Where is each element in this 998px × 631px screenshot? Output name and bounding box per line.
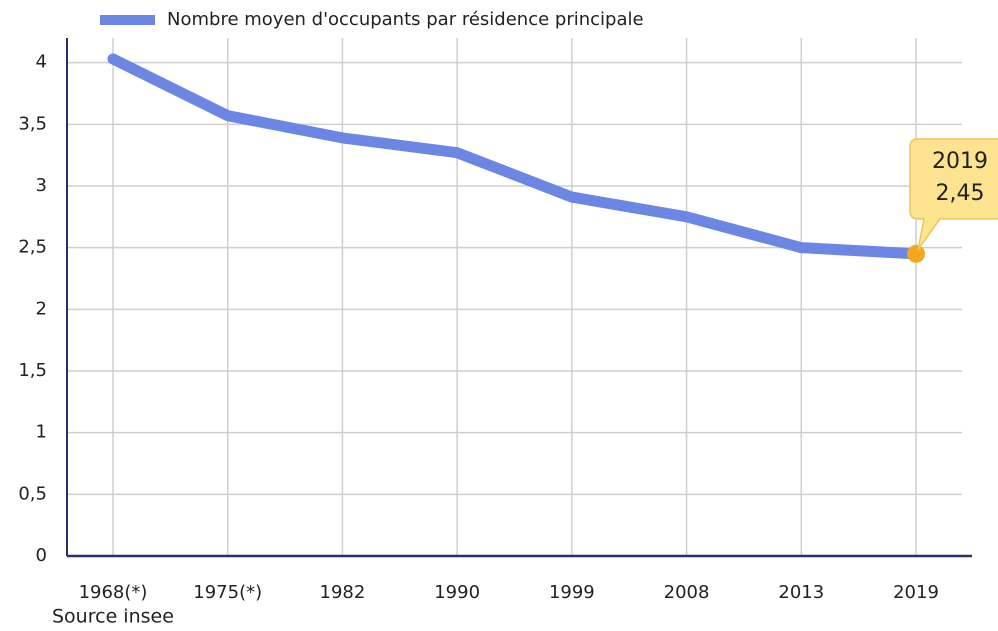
tooltip [909,138,998,251]
y-tick-label: 2 [36,298,47,319]
y-tick-label: 1,5 [18,360,47,381]
x-tick-label: 1975(*) [193,582,262,603]
x-tick-label: 1982 [320,582,366,603]
y-tick-label: 2,5 [18,237,47,258]
x-tick-label: 2019 [893,582,939,603]
source: Source insee [52,606,174,628]
x-tick-label: 1968(*) [79,582,148,603]
tooltip-value: 2,45 [936,181,985,206]
x-tick-label: 1990 [434,582,480,603]
legend-swatch [100,15,155,25]
x-tick-label: 2013 [778,582,824,603]
tooltip-category: 2019 [932,149,988,174]
legend-label: Nombre moyen d'occupants par résidence p… [167,9,644,30]
x-tick-label: 1999 [549,582,595,603]
y-tick-label: 0,5 [18,483,47,504]
y-tick-label: 3 [36,175,47,196]
y-tick-label: 0 [36,545,47,566]
y-tick-label: 3,5 [18,113,47,134]
y-tick-label: 4 [36,52,47,73]
y-tick-label: 1 [36,422,47,443]
x-tick-label: 2008 [664,582,710,603]
data-line [107,53,922,260]
highlight-point [907,244,925,263]
